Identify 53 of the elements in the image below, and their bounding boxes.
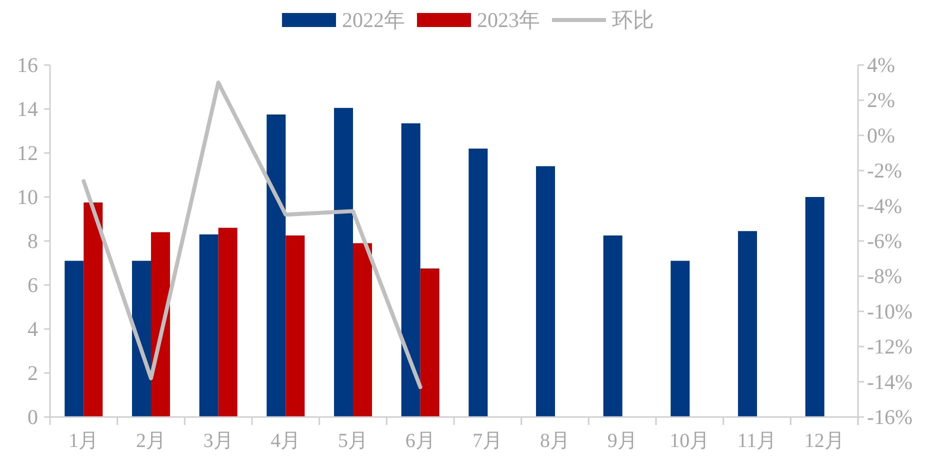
bar xyxy=(218,228,238,417)
bar xyxy=(64,260,84,417)
y-tick-label: 4 xyxy=(28,317,38,341)
y-tick-label: 16 xyxy=(17,53,38,77)
bar xyxy=(266,114,286,417)
y-tick-label: 6 xyxy=(28,273,38,297)
y2-tick-label: -6% xyxy=(867,229,902,253)
y-tick-label: 14 xyxy=(17,97,38,121)
x-tick-label: 2月 xyxy=(136,430,166,452)
bar xyxy=(84,202,103,417)
x-tick-label: 5月 xyxy=(338,430,368,452)
bar xyxy=(286,236,305,417)
bar xyxy=(738,231,757,417)
bar xyxy=(536,166,555,417)
y2-tick-label: -2% xyxy=(867,158,902,183)
y-tick-label: 0 xyxy=(28,405,38,429)
bar xyxy=(670,260,690,417)
y2-tick-label: -10% xyxy=(867,299,912,324)
bar xyxy=(132,260,151,417)
bar xyxy=(468,148,488,417)
y2-tick-label: 2% xyxy=(867,88,895,112)
legend-label: 2023年 xyxy=(477,8,540,32)
y2-tick-label: -8% xyxy=(867,264,902,288)
x-tick-label: 1月 xyxy=(68,430,99,452)
y2-tick-label: -12% xyxy=(867,334,912,359)
y2-tick-label: -4% xyxy=(867,194,902,218)
y2-tick-label: -16% xyxy=(867,405,912,429)
bar xyxy=(420,268,440,417)
bar xyxy=(353,243,372,417)
legend-label: 2022年 xyxy=(342,8,405,32)
y-tick-label: 2 xyxy=(28,361,38,385)
y2-tick-label: -14% xyxy=(867,370,912,394)
bar xyxy=(334,108,353,417)
x-tick-label: 3月 xyxy=(203,430,234,452)
bar xyxy=(805,197,824,417)
bar xyxy=(199,234,218,417)
bar xyxy=(603,236,622,417)
y2-tick-label: 0% xyxy=(867,123,895,148)
bar xyxy=(401,123,420,417)
legend-label: 环比 xyxy=(612,8,654,32)
x-tick-label: 4月 xyxy=(270,430,301,452)
x-tick-label: 8月 xyxy=(540,430,570,452)
y-tick-label: 8 xyxy=(28,229,38,253)
bar xyxy=(151,232,170,417)
x-tick-label: 11月 xyxy=(737,430,777,452)
y-tick-label: 10 xyxy=(17,185,38,209)
x-tick-label: 10月 xyxy=(670,430,710,452)
x-tick-label: 6月 xyxy=(405,430,436,452)
y2-tick-label: 4% xyxy=(867,53,895,77)
y-tick-label: 12 xyxy=(17,141,38,165)
x-tick-label: 7月 xyxy=(472,430,503,452)
x-tick-label: 12月 xyxy=(804,430,844,452)
x-tick-label: 9月 xyxy=(607,430,638,452)
